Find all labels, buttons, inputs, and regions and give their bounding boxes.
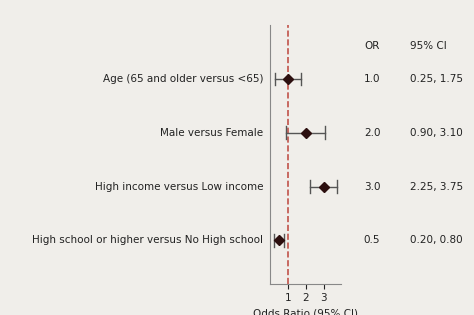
Text: 3.0: 3.0 (364, 182, 380, 192)
Text: 0.5: 0.5 (364, 235, 380, 245)
Text: 2.25, 3.75: 2.25, 3.75 (410, 182, 463, 192)
Text: 95% CI: 95% CI (410, 41, 447, 51)
Text: High income versus Low income: High income versus Low income (95, 182, 263, 192)
Text: 2.0: 2.0 (364, 128, 380, 138)
Text: 0.90, 3.10: 0.90, 3.10 (410, 128, 463, 138)
Text: High school or higher versus No High school: High school or higher versus No High sch… (32, 235, 263, 245)
Text: 0.25, 1.75: 0.25, 1.75 (410, 74, 463, 84)
Text: Age (65 and older versus <65): Age (65 and older versus <65) (102, 74, 263, 84)
Text: OR: OR (365, 41, 380, 51)
Text: 0.20, 0.80: 0.20, 0.80 (410, 235, 463, 245)
Text: 1.0: 1.0 (364, 74, 380, 84)
Text: Male versus Female: Male versus Female (160, 128, 263, 138)
X-axis label: Odds Ratio (95% CI): Odds Ratio (95% CI) (253, 309, 358, 315)
